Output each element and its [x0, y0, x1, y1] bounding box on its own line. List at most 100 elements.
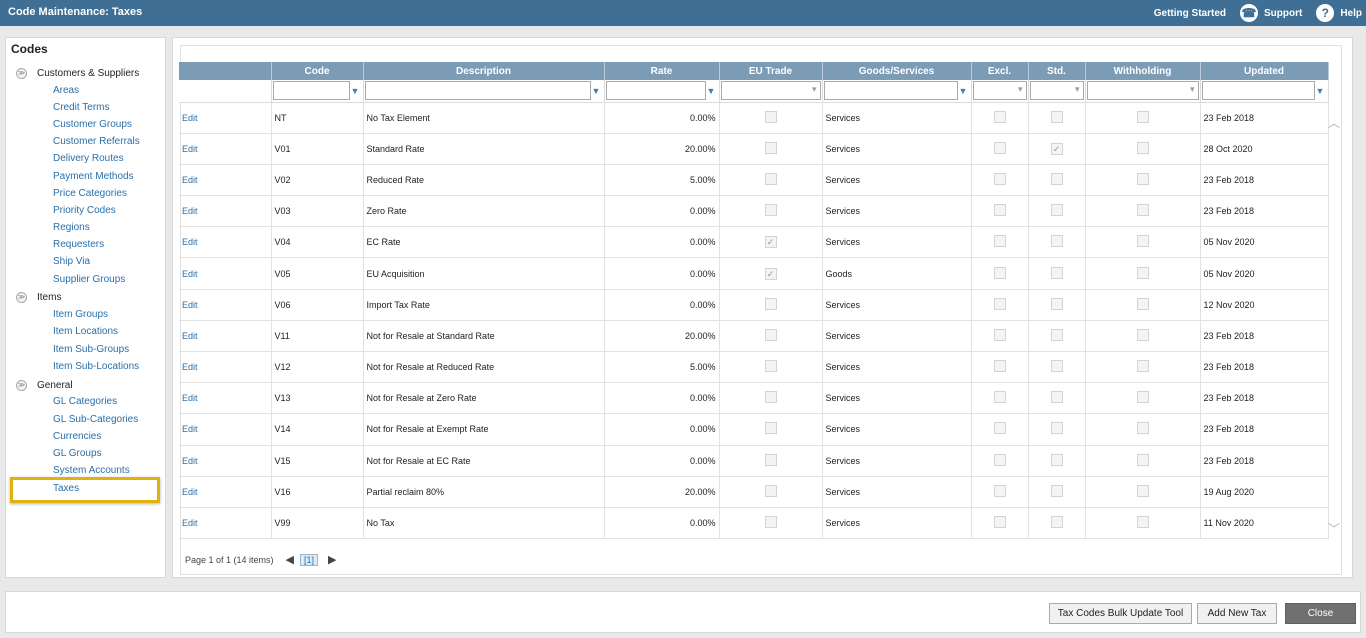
eu-trade-cell	[719, 351, 823, 384]
checkbox	[1136, 328, 1149, 341]
sidebar-item-gl-sub-categories[interactable]: GL Sub-Categories	[53, 414, 139, 425]
edit-link[interactable]: Edit	[179, 102, 272, 134]
filter-icon[interactable]: ▼	[706, 85, 716, 96]
filter-excl-select[interactable]	[972, 81, 1027, 101]
sidebar-item-item-sub-locations[interactable]: Item Sub-Locations	[53, 361, 140, 372]
edit-link[interactable]: Edit	[179, 507, 272, 540]
filter-icon[interactable]: ▼	[958, 85, 968, 96]
checkbox	[764, 453, 777, 466]
checkbox	[1050, 297, 1063, 310]
sidebar-item-gl-groups[interactable]: GL Groups	[53, 448, 102, 459]
filter-icon[interactable]: ▼	[350, 85, 360, 96]
withholding-cell	[1085, 289, 1201, 321]
eu-trade-cell	[719, 133, 823, 165]
window-title: Code Maintenance: Taxes	[8, 6, 143, 18]
col-header-code[interactable]: Code	[271, 62, 364, 80]
filter-icon[interactable]: ▼	[1315, 85, 1325, 96]
edit-link[interactable]: Edit	[179, 226, 272, 259]
filter-row: ▼ ▼ ▼ ▼ ▼	[179, 80, 1329, 103]
scroll-up-icon[interactable]: ︿	[1328, 116, 1341, 130]
sidebar-item-supplier-groups[interactable]: Supplier Groups	[53, 274, 126, 285]
filter-code-input[interactable]	[272, 81, 350, 101]
collapse-icon[interactable]: ≫	[16, 67, 27, 79]
filter-description-input[interactable]	[364, 81, 591, 101]
sidebar-item-system-accounts[interactable]: System Accounts	[53, 465, 130, 476]
edit-link[interactable]: Edit	[179, 289, 272, 321]
group-general[interactable]: ≫ General	[16, 378, 73, 392]
filter-std-select[interactable]	[1029, 81, 1084, 101]
sidebar-item-regions[interactable]: Regions	[53, 222, 90, 233]
sidebar-item-customer-groups[interactable]: Customer Groups	[53, 119, 132, 130]
next-page-icon[interactable]: ▶	[328, 554, 337, 566]
std-cell	[1028, 164, 1086, 197]
sidebar-item-gl-categories[interactable]: GL Categories	[53, 396, 118, 407]
filter-withholding-select[interactable]	[1086, 81, 1199, 101]
scroll-down-icon[interactable]: ﹀	[1328, 522, 1341, 536]
edit-link[interactable]: Edit	[179, 133, 272, 165]
filter-cell-updated: ▼	[1200, 80, 1329, 103]
eu-trade-cell	[719, 507, 823, 540]
withholding-cell	[1085, 102, 1201, 134]
edit-link[interactable]: Edit	[179, 445, 272, 477]
table-row: Edit V15 Not for Resale at EC Rate 0.00% Ser…	[179, 445, 1329, 477]
support-link[interactable]: Support	[1264, 7, 1303, 19]
sidebar-item-delivery-routes[interactable]: Delivery Routes	[53, 153, 124, 164]
col-header-std[interactable]: Std.	[1028, 62, 1086, 80]
col-header-excl[interactable]: Excl.	[971, 62, 1029, 80]
col-header-eu-trade[interactable]: EU Trade	[719, 62, 823, 80]
sidebar-item-customer-referrals[interactable]: Customer Referrals	[53, 136, 140, 147]
group-items[interactable]: ≫ Items	[16, 290, 61, 304]
sidebar-item-price-categories[interactable]: Price Categories	[53, 188, 127, 199]
col-header-updated[interactable]: Updated	[1200, 62, 1329, 80]
filter-eu-trade-select[interactable]	[720, 81, 821, 101]
help-link[interactable]: Help	[1340, 7, 1362, 19]
excl-cell	[971, 133, 1029, 165]
sidebar-item-taxes[interactable]: Taxes	[53, 483, 80, 494]
filter-updated-select[interactable]	[1201, 81, 1315, 101]
sidebar-item-item-sub-groups[interactable]: Item Sub-Groups	[53, 344, 130, 355]
edit-link[interactable]: Edit	[179, 320, 272, 353]
close-button[interactable]: Close	[1285, 603, 1356, 624]
edit-link[interactable]: Edit	[179, 195, 272, 228]
col-header-description[interactable]: Description	[363, 62, 605, 80]
getting-started-link[interactable]: Getting Started	[1153, 7, 1226, 19]
sidebar-item-currencies[interactable]: Currencies	[53, 431, 102, 442]
edit-link[interactable]: Edit	[179, 257, 272, 290]
sidebar-item-areas[interactable]: Areas	[53, 85, 80, 96]
col-header-rate[interactable]: Rate	[604, 62, 720, 80]
sidebar-item-payment-methods[interactable]: Payment Methods	[53, 171, 134, 182]
group-customers-suppliers[interactable]: ≫ Customers & Suppliers	[16, 66, 139, 80]
sidebar-item-item-locations[interactable]: Item Locations	[53, 326, 119, 337]
sidebar-item-item-groups[interactable]: Item Groups	[53, 309, 109, 320]
add-new-tax-button[interactable]: Add New Tax	[1197, 603, 1277, 624]
collapse-icon[interactable]: ≫	[16, 379, 27, 391]
col-header-goods-services[interactable]: Goods/Services	[822, 62, 972, 80]
table-row: Edit V14 Not for Resale at Exempt Rate 0.00…	[179, 413, 1329, 446]
edit-link[interactable]: Edit	[179, 382, 272, 415]
edit-link[interactable]: Edit	[179, 413, 272, 446]
help-icon[interactable]: ?	[1316, 4, 1335, 22]
prev-page-icon[interactable]: ◀	[285, 554, 295, 566]
edit-link[interactable]: Edit	[179, 351, 272, 384]
checkbox	[1136, 516, 1149, 529]
pager: Page 1 of 1 (14 items) ◀ [1] ▶	[185, 553, 337, 566]
sidebar-item-ship-via[interactable]: Ship Via	[53, 256, 91, 267]
current-page-button[interactable]: [1]	[300, 553, 319, 566]
sidebar-item-priority-codes[interactable]: Priority Codes	[53, 205, 116, 216]
filter-goods-services-input[interactable]	[823, 81, 958, 101]
tax-codes-bulk-update-button[interactable]: Tax Codes Bulk Update Tool	[1049, 603, 1192, 624]
edit-link[interactable]: Edit	[179, 476, 272, 508]
filter-rate-input[interactable]	[605, 81, 706, 101]
sidebar-item-requesters[interactable]: Requesters	[53, 239, 105, 250]
edit-link[interactable]: Edit	[179, 164, 272, 197]
filter-icon[interactable]: ▼	[591, 85, 601, 96]
headset-icon[interactable]: ☎	[1240, 4, 1258, 22]
goods-services-cell: Services	[822, 507, 972, 540]
col-header-withholding[interactable]: Withholding	[1085, 62, 1201, 80]
rate-cell: 20.00%	[604, 133, 720, 165]
code-cell: V05	[271, 257, 364, 290]
checkbox	[1136, 360, 1149, 373]
description-cell: Partial reclaim 80%	[363, 476, 605, 508]
collapse-icon[interactable]: ≫	[16, 291, 27, 303]
sidebar-item-credit-terms[interactable]: Credit Terms	[53, 102, 110, 113]
